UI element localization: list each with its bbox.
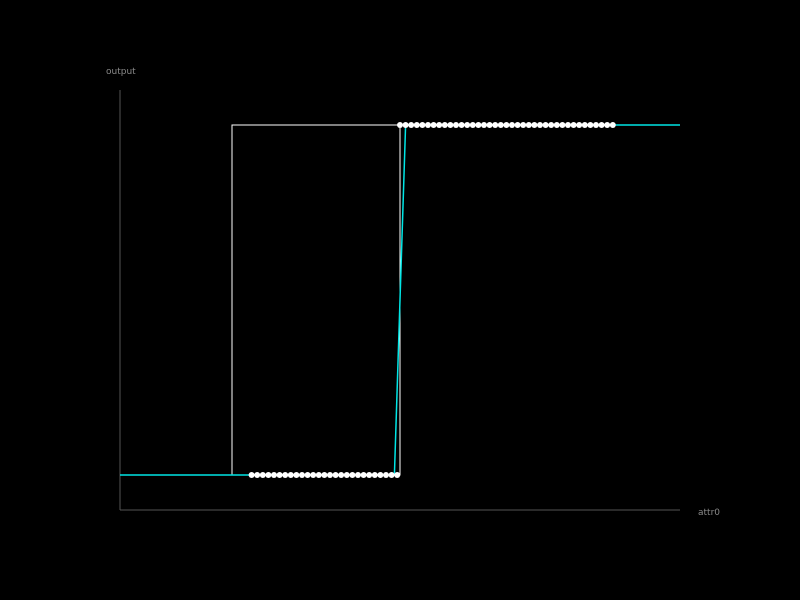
data-point bbox=[565, 122, 571, 128]
data-point bbox=[503, 122, 510, 128]
data-point bbox=[248, 472, 255, 478]
data-point bbox=[604, 122, 611, 128]
data-point bbox=[355, 472, 361, 478]
data-point bbox=[287, 472, 294, 478]
data-point bbox=[497, 122, 504, 128]
data-point bbox=[430, 122, 437, 128]
data-point bbox=[265, 472, 272, 478]
data-point bbox=[304, 472, 311, 478]
data-point bbox=[388, 472, 395, 478]
data-point bbox=[481, 122, 487, 128]
data-point bbox=[259, 472, 266, 478]
data-point bbox=[464, 122, 471, 128]
data-point bbox=[315, 472, 322, 478]
data-point bbox=[282, 472, 289, 478]
data-point bbox=[413, 122, 420, 128]
data-point bbox=[366, 472, 373, 478]
data-point bbox=[254, 472, 261, 478]
data-point bbox=[531, 122, 538, 128]
data-point bbox=[338, 472, 345, 478]
data-point bbox=[293, 472, 300, 478]
x-axis-label: attr0 bbox=[698, 508, 720, 518]
y-axis-label: output bbox=[106, 67, 136, 77]
data-point bbox=[492, 122, 499, 128]
data-point bbox=[271, 472, 277, 478]
data-point bbox=[332, 472, 339, 478]
data-point bbox=[371, 472, 378, 478]
data-point bbox=[553, 122, 560, 128]
data-point bbox=[537, 122, 543, 128]
data-point bbox=[469, 122, 476, 128]
data-point bbox=[486, 122, 493, 128]
data-point bbox=[458, 122, 465, 128]
data-point bbox=[436, 122, 443, 128]
data-point bbox=[475, 122, 482, 128]
data-point bbox=[360, 472, 367, 478]
data-point bbox=[453, 122, 459, 128]
data-point bbox=[419, 122, 426, 128]
data-point bbox=[349, 472, 356, 478]
data-point bbox=[276, 472, 283, 478]
data-point bbox=[593, 122, 599, 128]
data-point bbox=[441, 122, 448, 128]
data-point bbox=[377, 472, 384, 478]
data-point bbox=[548, 122, 555, 128]
data-point bbox=[383, 472, 389, 478]
data-point bbox=[581, 122, 588, 128]
data-point bbox=[397, 122, 403, 128]
data-point bbox=[570, 122, 577, 128]
data-point bbox=[327, 472, 333, 478]
data-point bbox=[542, 122, 549, 128]
data-point bbox=[394, 472, 401, 478]
data-point bbox=[299, 472, 305, 478]
data-point bbox=[425, 122, 431, 128]
axes bbox=[119, 90, 680, 511]
data-point bbox=[520, 122, 527, 128]
data-point bbox=[447, 122, 454, 128]
data-point bbox=[598, 122, 605, 128]
data-point bbox=[559, 122, 566, 128]
data-point bbox=[343, 472, 350, 478]
data-point bbox=[408, 122, 415, 128]
points-layer bbox=[248, 122, 616, 478]
data-point bbox=[402, 122, 409, 128]
data-point bbox=[310, 472, 317, 478]
data-point bbox=[576, 122, 583, 128]
data-point bbox=[525, 122, 532, 128]
data-point bbox=[509, 122, 515, 128]
data-point bbox=[321, 472, 328, 478]
data-point bbox=[587, 122, 594, 128]
data-point bbox=[609, 122, 616, 128]
data-point bbox=[514, 122, 521, 128]
